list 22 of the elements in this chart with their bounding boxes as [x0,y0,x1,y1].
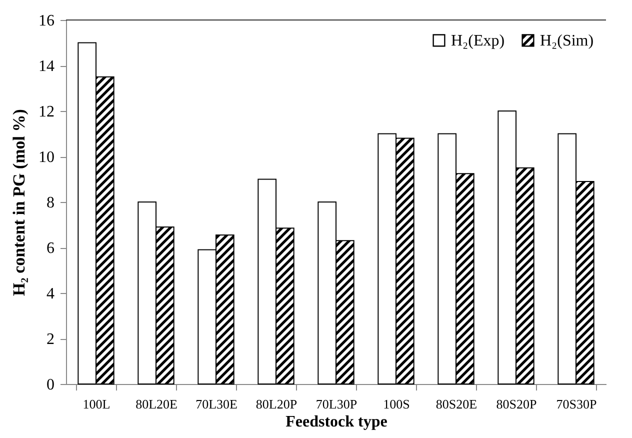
x-tick-label: 70L30E [196,396,238,412]
x-tick-label: 100L [82,396,110,412]
y-tick-label: 0 [46,376,54,394]
y-tick-label: 2 [46,331,54,348]
y-tick-label: 16 [38,12,54,30]
x-tick-label: 80S20P [496,396,537,412]
x-tick-label: 70L30P [316,396,358,412]
legend-label: H₂(Sim) [540,32,594,50]
x-tick-label: 70S30P [556,396,597,412]
y-tick-label: 6 [46,240,54,257]
x-axis-title: Feedstock type [286,414,388,430]
x-tick-label: 80L20P [256,396,298,412]
x-tick-label: 100S [383,396,410,412]
y-tick-label: 10 [38,149,54,166]
x-tick-label: 80L20E [136,396,178,412]
y-tick-label: 4 [46,286,54,302]
x-tick-label: 80S20E [436,396,478,412]
legend-label: H₂(Exp) [451,32,505,50]
y-axis-title: H₂ content in PG (mol %) [10,109,28,296]
y-tick-label: 14 [38,58,54,75]
y-tick-label: 8 [46,194,54,212]
y-tick-label: 12 [38,104,54,120]
